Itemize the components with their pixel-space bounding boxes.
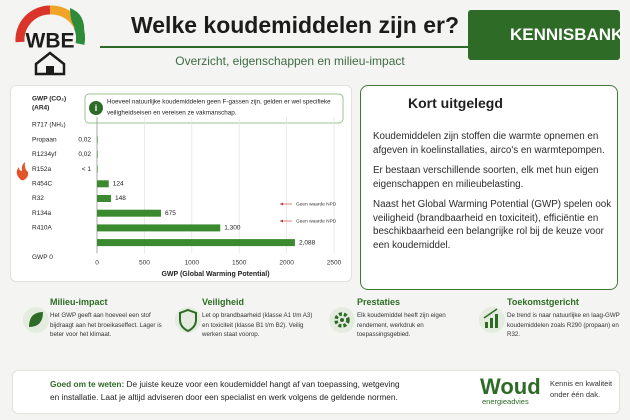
feature-card: Toekomstgericht De trend is naar natuurli…: [475, 297, 621, 363]
annotation-arrowhead: [280, 219, 283, 223]
feature-title: Veiligheid: [202, 297, 245, 307]
feature-card: Prestaties Elk koudemiddel heeft zijn eig…: [325, 297, 471, 363]
y-tick-label: R717 (NH₃): [32, 122, 66, 129]
feature-text: Het GWP geeft aan hoeveel een stof bijdr…: [50, 312, 162, 338]
feature-text: Let op brandbaarheid (klasse A1 t/m A3) …: [202, 312, 313, 338]
flammable-icon: [16, 162, 29, 181]
title-rule: [100, 46, 470, 48]
y-tick-label: R134a: [32, 210, 52, 217]
feature-title: Milieu-impact: [50, 297, 108, 307]
bar: [97, 150, 98, 158]
value-label: 148: [115, 195, 126, 202]
value-label: 675: [165, 210, 176, 217]
note-text: veiligheidseisen en vereisen ze vakmansc…: [107, 110, 237, 117]
card-icons: [23, 307, 505, 333]
bar: [97, 165, 98, 173]
x-tick-label: 500: [139, 260, 150, 267]
x-tick-label: 2500: [327, 260, 342, 267]
chart: i Hoeveel natuurlijke koudemiddelen geen …: [16, 93, 344, 278]
feature-text: De trend is naar natuurlijke en laag-GWP…: [507, 312, 620, 338]
x-tick-label: 0: [95, 260, 99, 267]
y-tick-label: Propaan: [32, 136, 57, 143]
feature-card: Milieu-impact Het GWP geeft aan hoeveel e…: [18, 297, 164, 363]
y-tick-label: R32: [32, 195, 44, 202]
bar: [97, 195, 112, 202]
brand: Woud: [480, 374, 541, 399]
logo: WBE: [15, 5, 86, 76]
info-panel: [360, 85, 618, 290]
y-tick-label: GWP 0: [32, 254, 53, 261]
value-label: 124: [113, 181, 124, 188]
footer-label: Goed om te weten:: [50, 379, 125, 389]
bar: [97, 209, 161, 217]
value-label: 2,088: [299, 239, 316, 246]
y-axis-title: GWP (CO₂): [32, 96, 66, 103]
title: Welke koudemiddelen zijn er?: [130, 12, 460, 38]
badge-text: KENNISBANK: [510, 25, 624, 44]
panel-paragraph: Naast het Global Warming Potential (GWP)…: [373, 199, 612, 251]
panel-title: Kort uitgelegd: [408, 95, 503, 111]
feature-text: Elk koudemiddel heeft zijn eigen rendeme…: [357, 312, 446, 338]
note-icon-i: i: [95, 103, 98, 113]
note-box: [84, 93, 344, 124]
annotation: Geen waarde NPD: [296, 218, 337, 224]
y-tick-label: R410A: [32, 225, 53, 232]
note-text: Hoeveel natuurlijke koudemiddelen geen F…: [107, 99, 331, 106]
value-label: 1,300: [224, 225, 241, 232]
y-axis-title: (AR4): [32, 105, 49, 112]
panel-body: Koudemiddelen zijn stoffen die warmte op…: [373, 130, 613, 259]
y-tick-label: R454C: [32, 181, 53, 188]
feature-title: Toekomstgericht: [507, 297, 579, 307]
x-tick-label: 2000: [279, 260, 294, 267]
x-tick-label: 1000: [185, 260, 200, 267]
x-axis-title: GWP (Global Warming Potential): [161, 271, 269, 278]
footer: [12, 370, 620, 414]
value-label: 0,02: [78, 151, 91, 158]
brand-sub: energieadvies: [482, 397, 529, 406]
bar: [97, 180, 109, 188]
annotation: Geen waarde NPD: [296, 201, 337, 207]
bar: [97, 224, 221, 232]
bar: [97, 239, 295, 247]
panel-paragraph: Koudemiddelen zijn stoffen die warmte op…: [373, 131, 605, 156]
value-label: < 1: [82, 166, 92, 173]
feature-title: Prestaties: [357, 297, 401, 307]
bar: [97, 136, 98, 144]
y-tick-label: R152a: [32, 166, 52, 173]
footer-body: De juiste keuze voor een koudemiddel han…: [50, 379, 400, 402]
y-tick-label: R1234yf: [32, 151, 56, 158]
feature-card: Veiligheid Let op brandbaarheid (klasse A…: [170, 297, 316, 363]
badge: [468, 10, 620, 60]
tagline: Kennis en kwaliteit onder één dak.: [550, 379, 613, 399]
logo-text: WBE: [26, 30, 75, 53]
note-icon: [89, 101, 103, 115]
x-tick-label: 1500: [232, 260, 247, 267]
panel-paragraph: Er bestaan verschillende soorten, elk me…: [373, 165, 599, 190]
subtitle: Overzicht, eigenschappen en milieu-impac…: [175, 54, 405, 68]
value-label: 0,02: [78, 136, 91, 143]
footer-text: Goed om te weten: De juiste keuze voor e…: [50, 378, 410, 404]
annotation-arrowhead: [280, 202, 283, 206]
